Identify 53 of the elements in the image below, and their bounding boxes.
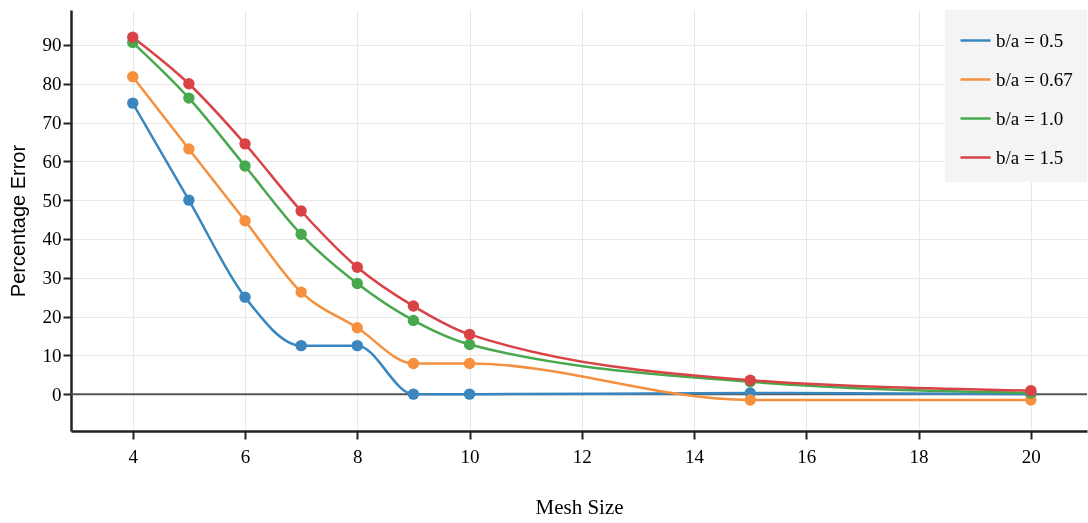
x-tick-label: 12 <box>572 445 592 467</box>
y-tick-label: 50 <box>42 189 62 211</box>
point <box>744 394 756 406</box>
point <box>295 205 307 217</box>
x-tick-label: 16 <box>797 445 817 467</box>
y-tick-label: 80 <box>42 73 62 95</box>
legend-label: b/a = 1.5 <box>996 146 1064 168</box>
point <box>239 215 251 227</box>
y-tick-label: 60 <box>42 150 62 172</box>
x-tick-label: 10 <box>460 445 480 467</box>
point <box>463 357 476 370</box>
x-tick-label: 6 <box>240 445 251 467</box>
y-tick-label: 20 <box>42 306 62 328</box>
point <box>183 143 195 155</box>
point <box>407 357 420 370</box>
x-tick-label: 20 <box>1021 445 1041 467</box>
legend-label: b/a = 0.5 <box>996 29 1064 51</box>
y-tick-label: 0 <box>52 383 62 405</box>
y-tick-label: 10 <box>42 344 62 366</box>
y-tick-label: 90 <box>42 34 62 56</box>
point <box>295 286 307 298</box>
y-axis-title: Percentage Error <box>6 144 29 298</box>
point <box>351 322 363 334</box>
point <box>407 388 420 400</box>
x-axis-title: Mesh Size <box>535 494 624 519</box>
point <box>183 78 195 90</box>
point <box>239 291 251 303</box>
x-tick-label: 4 <box>128 445 139 467</box>
point <box>239 160 251 172</box>
point <box>351 261 363 273</box>
point <box>407 314 420 327</box>
legend-label: b/a = 1.0 <box>996 107 1064 129</box>
point <box>239 138 251 150</box>
point <box>183 194 195 206</box>
legend-label: b/a = 0.67 <box>996 68 1073 90</box>
point <box>295 339 307 352</box>
point <box>183 92 195 104</box>
x-tick-label: 14 <box>685 445 705 467</box>
point <box>295 228 307 240</box>
y-tick-label: 70 <box>42 112 62 134</box>
point <box>351 277 363 290</box>
point <box>127 71 139 83</box>
point <box>407 300 420 312</box>
point <box>127 97 139 109</box>
y-tick-label: 40 <box>42 228 62 250</box>
y-tick-label: 30 <box>42 267 62 289</box>
point <box>463 328 476 341</box>
point <box>463 338 476 351</box>
x-tick-label: 8 <box>353 445 363 467</box>
point <box>463 388 476 400</box>
point <box>127 31 139 43</box>
point <box>351 339 363 352</box>
x-tick-label: 18 <box>909 445 929 467</box>
